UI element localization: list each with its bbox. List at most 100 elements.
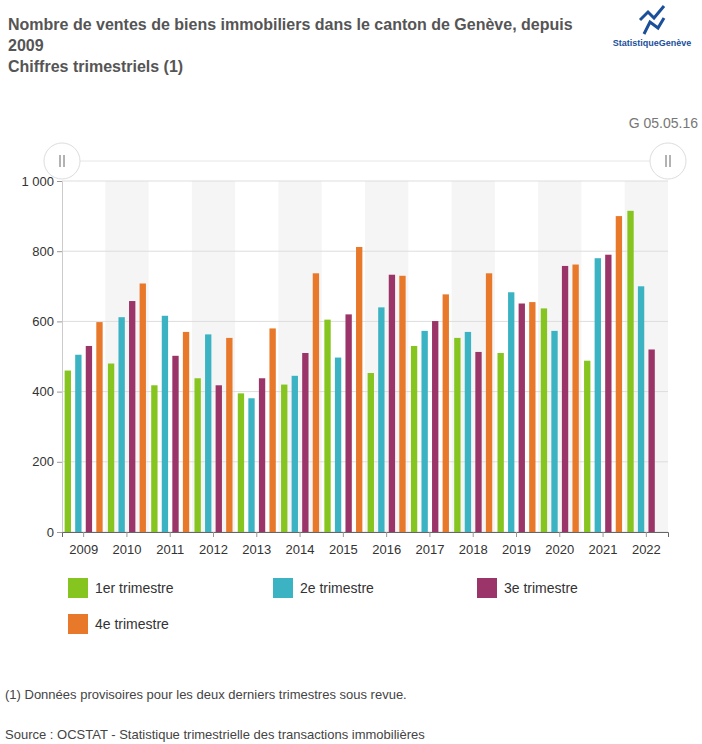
background-band xyxy=(192,181,235,532)
bar xyxy=(627,211,633,532)
bar xyxy=(345,314,351,532)
bar xyxy=(205,334,211,532)
bar xyxy=(292,376,298,532)
x-tick-label: 2020 xyxy=(545,542,574,557)
x-tick-mark xyxy=(300,532,301,537)
grid-line xyxy=(62,181,668,182)
bar xyxy=(421,331,427,532)
bar xyxy=(248,398,254,532)
x-tick: 2009 xyxy=(69,532,98,557)
x-tick-label: 2022 xyxy=(632,542,661,557)
x-tick: 2021 xyxy=(589,532,618,557)
bar xyxy=(335,358,341,532)
bar xyxy=(638,286,644,532)
y-tick-mark xyxy=(57,532,62,533)
y-tick-label: 800 xyxy=(32,244,54,259)
x-axis: 2009201020112012201320142015201620172018… xyxy=(63,532,669,557)
background-band xyxy=(538,181,581,532)
subtitle: Chiffres trimestriels (1) xyxy=(8,58,183,75)
x-tick-label: 2013 xyxy=(242,542,271,557)
bar xyxy=(475,352,481,532)
x-tick-mark xyxy=(170,532,171,537)
background-band xyxy=(625,181,668,532)
x-tick-mark xyxy=(516,532,517,537)
x-tick: 2014 xyxy=(286,532,315,557)
bar xyxy=(486,273,492,532)
bar xyxy=(497,353,503,532)
bar xyxy=(118,317,124,532)
slider-grip xyxy=(670,155,671,167)
bar xyxy=(443,294,449,532)
bar xyxy=(96,322,102,532)
bar xyxy=(378,307,384,532)
slider-grip xyxy=(64,155,65,167)
x-tick-mark xyxy=(603,532,604,537)
bar xyxy=(313,273,319,532)
bar xyxy=(605,255,611,532)
y-axis: 02004006008001 000 xyxy=(21,174,62,540)
legend-item: 4e trimestre xyxy=(68,614,169,634)
y-tick-label: 1 000 xyxy=(21,174,54,189)
bar xyxy=(584,361,590,532)
legend-item: 1er trimestre xyxy=(68,578,174,598)
x-tick-label: 2012 xyxy=(199,542,228,557)
chart-code: G 05.05.16 xyxy=(629,115,698,131)
bar xyxy=(389,275,395,532)
slider-grip xyxy=(60,155,61,167)
background-band xyxy=(278,181,321,532)
x-tick-mark xyxy=(256,532,257,537)
x-tick-label: 2010 xyxy=(112,542,141,557)
y-tick-mark xyxy=(57,321,62,322)
legend-swatch xyxy=(68,614,88,634)
bar xyxy=(216,385,222,532)
logo-text: StatistiqueGenève xyxy=(613,38,692,48)
x-tick: 2020 xyxy=(545,532,574,557)
bar xyxy=(269,328,275,532)
legend-label: 3e trimestre xyxy=(504,580,578,596)
y-tick: 1 000 xyxy=(21,174,62,189)
x-tick-label: 2009 xyxy=(69,542,98,557)
legend-label: 2e trimestre xyxy=(300,580,374,596)
bar xyxy=(465,332,471,532)
bar xyxy=(356,247,362,532)
y-tick: 800 xyxy=(32,244,62,259)
bar xyxy=(529,302,535,532)
bar xyxy=(562,266,568,532)
y-tick-mark xyxy=(57,462,62,463)
bar xyxy=(65,371,71,532)
bar xyxy=(259,378,265,532)
bar xyxy=(411,346,417,532)
background-bands xyxy=(105,181,668,532)
grid xyxy=(62,181,668,532)
x-tick: 2019 xyxy=(502,532,531,557)
x-tick: 2013 xyxy=(242,532,271,557)
bars xyxy=(65,211,655,532)
bar xyxy=(108,364,114,532)
legend-item: 2e trimestre xyxy=(273,578,374,598)
slider-track xyxy=(62,161,668,162)
background-band xyxy=(105,181,148,532)
y-tick-mark xyxy=(57,251,62,252)
x-tick-label: 2017 xyxy=(415,542,444,557)
title: Nombre de ventes de biens immobiliers da… xyxy=(8,16,573,54)
bar xyxy=(226,338,232,532)
bar xyxy=(129,301,135,532)
x-tick-mark xyxy=(473,532,474,537)
y-tick: 400 xyxy=(32,384,62,399)
x-tick-label: 2018 xyxy=(459,542,488,557)
y-tick: 0 xyxy=(47,525,62,540)
bar xyxy=(183,332,189,532)
y-tick-label: 600 xyxy=(32,314,54,329)
x-tick: 2010 xyxy=(112,532,141,557)
y-tick-label: 400 xyxy=(32,384,54,399)
bar xyxy=(648,349,654,532)
bar xyxy=(86,346,92,532)
logo: StatistiqueGenève xyxy=(613,6,692,48)
x-tick-mark xyxy=(429,532,430,537)
x-tick-label: 2014 xyxy=(286,542,315,557)
x-tick: 2016 xyxy=(372,532,401,557)
y-tick-mark xyxy=(57,181,62,182)
x-tick: 2012 xyxy=(199,532,228,557)
bar xyxy=(616,216,622,532)
chart: Nombre de ventes de biens immobiliers da… xyxy=(0,0,702,744)
